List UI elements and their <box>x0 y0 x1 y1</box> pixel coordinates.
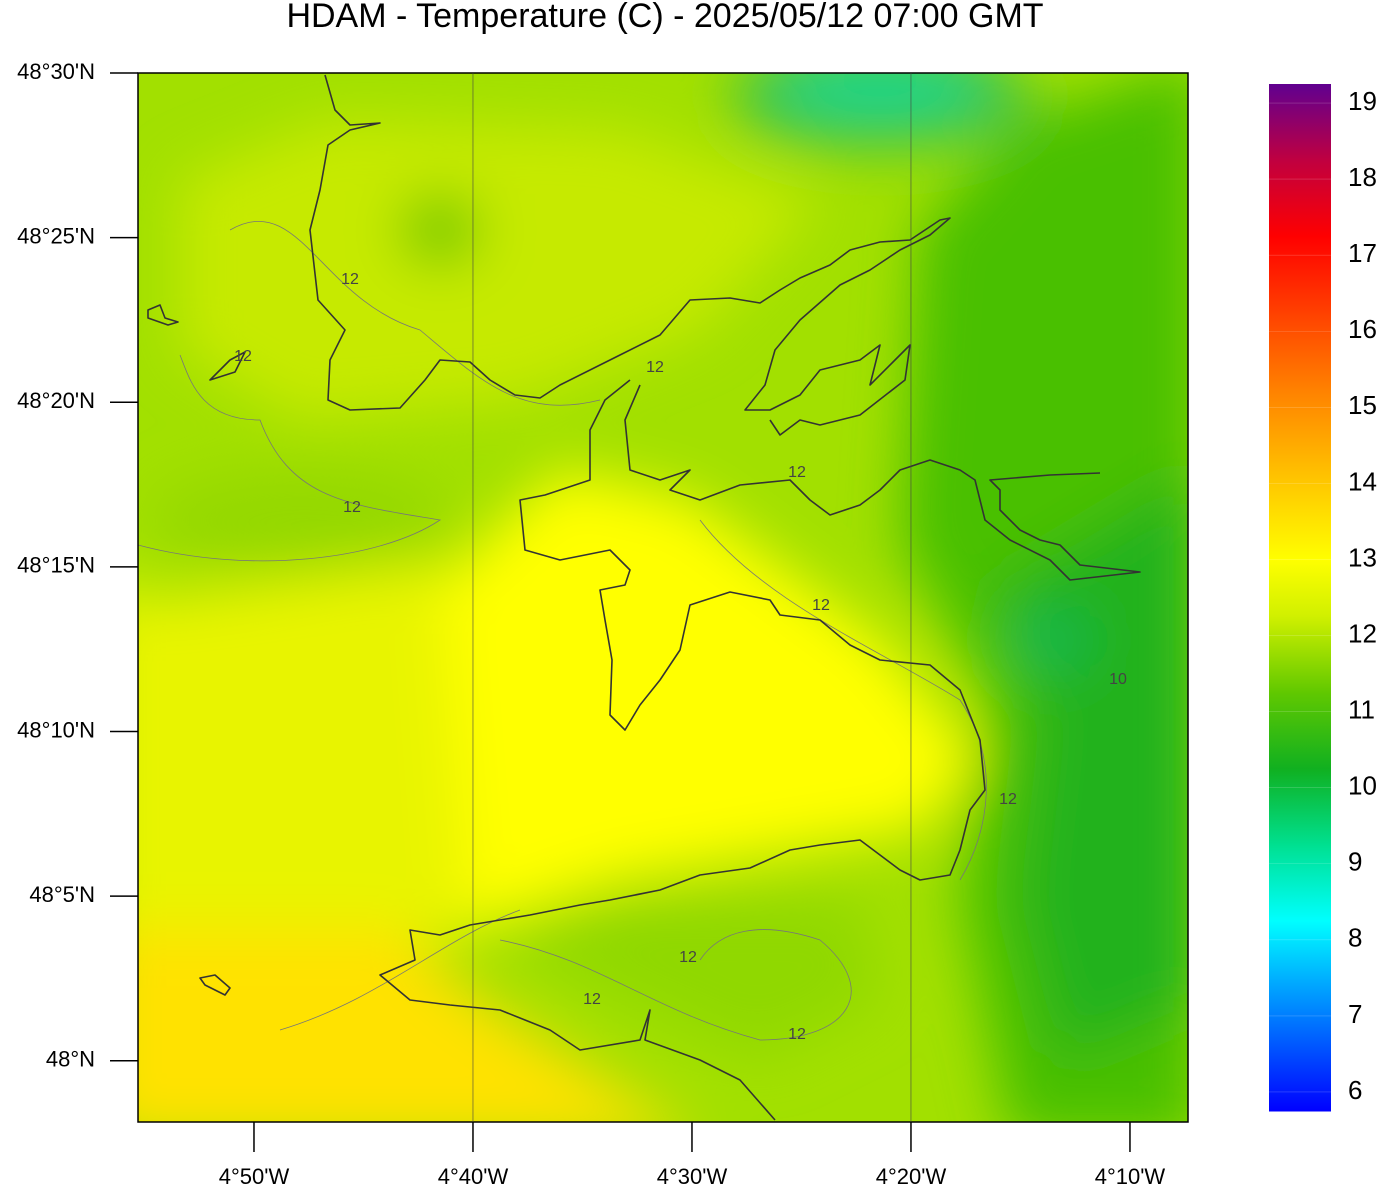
contour-label: 12 <box>341 271 359 288</box>
colorbar-segment <box>1269 844 1331 922</box>
colorbar-segment <box>1269 388 1331 484</box>
temperature-field <box>138 73 1188 1122</box>
contour-label: 12 <box>343 499 361 516</box>
coastline <box>624 384 1141 581</box>
x-tick-label: 4°50'W <box>219 1164 290 1188</box>
colorbar-label: 7 <box>1348 999 1362 1029</box>
colorbar-label: 16 <box>1348 314 1377 344</box>
colorbar-label: 15 <box>1348 390 1377 420</box>
colorbar-label: 11 <box>1348 694 1375 724</box>
y-tick-label: 48°10'N <box>17 717 95 742</box>
contour-label: 12 <box>788 464 806 481</box>
colorbar-label: 13 <box>1348 542 1377 572</box>
colorbar-label: 18 <box>1348 162 1377 192</box>
y-tick-label: 48°N <box>46 1047 95 1072</box>
colorbar-label: 9 <box>1348 847 1362 877</box>
contour-label: 12 <box>583 991 601 1008</box>
colorbar-segment <box>1269 84 1331 161</box>
y-tick-label: 48°15'N <box>17 553 95 578</box>
y-tick-label: 48°5'N <box>29 882 95 907</box>
x-tick-label: 4°40'W <box>438 1164 509 1188</box>
x-tick-label: 4°30'W <box>657 1164 728 1188</box>
colorbar-segment <box>1269 160 1331 237</box>
y-tick-label: 48°30'N <box>17 59 95 84</box>
colorbar-label: 10 <box>1348 771 1377 801</box>
colorbar-segment <box>1269 483 1331 560</box>
colorbar-label: 8 <box>1348 923 1362 953</box>
contour-line <box>138 354 442 562</box>
x-tick-label: 4°20'W <box>876 1164 947 1188</box>
contour-label: 10 <box>1109 671 1127 688</box>
contour-label: 12 <box>234 348 252 365</box>
colorbar-label: 12 <box>1348 618 1377 648</box>
colorbar-label: 14 <box>1348 466 1377 496</box>
contour-label: 12 <box>679 949 697 966</box>
colorbar-segment <box>1269 559 1331 618</box>
coastline <box>379 379 986 1121</box>
colorbar-label: 19 <box>1348 86 1377 116</box>
y-tick-label: 48°25'N <box>17 223 95 248</box>
colorbar-segment <box>1269 977 1331 1112</box>
colorbar-segment <box>1269 616 1331 694</box>
colorbar-label: 17 <box>1348 238 1377 268</box>
colorbar-label: 6 <box>1348 1075 1362 1105</box>
coastline <box>147 304 246 996</box>
contour-label: 12 <box>788 1026 806 1043</box>
x-tick-label: 4°10'W <box>1095 1164 1166 1188</box>
plot-frame <box>137 72 1189 1123</box>
colorbar-segment <box>1269 312 1331 389</box>
colorbar-segment <box>1269 920 1331 979</box>
contour-label: 12 <box>812 597 830 614</box>
contour-line <box>229 221 601 406</box>
coastline <box>147 74 1141 1121</box>
colorbar-segment <box>1269 768 1331 846</box>
title: HDAM - Temperature (C) - 2025/05/12 07:0… <box>286 0 1043 35</box>
colorbar-segment <box>1269 692 1331 770</box>
contour-line <box>499 929 852 1041</box>
colorbar-segment <box>1269 236 1331 313</box>
contour-label: 12 <box>646 359 664 376</box>
y-tick-label: 48°20'N <box>17 388 95 413</box>
contour-label: 12 <box>999 791 1017 808</box>
contour-line <box>699 519 987 881</box>
coastline <box>309 74 951 436</box>
contour-line <box>279 909 521 1031</box>
